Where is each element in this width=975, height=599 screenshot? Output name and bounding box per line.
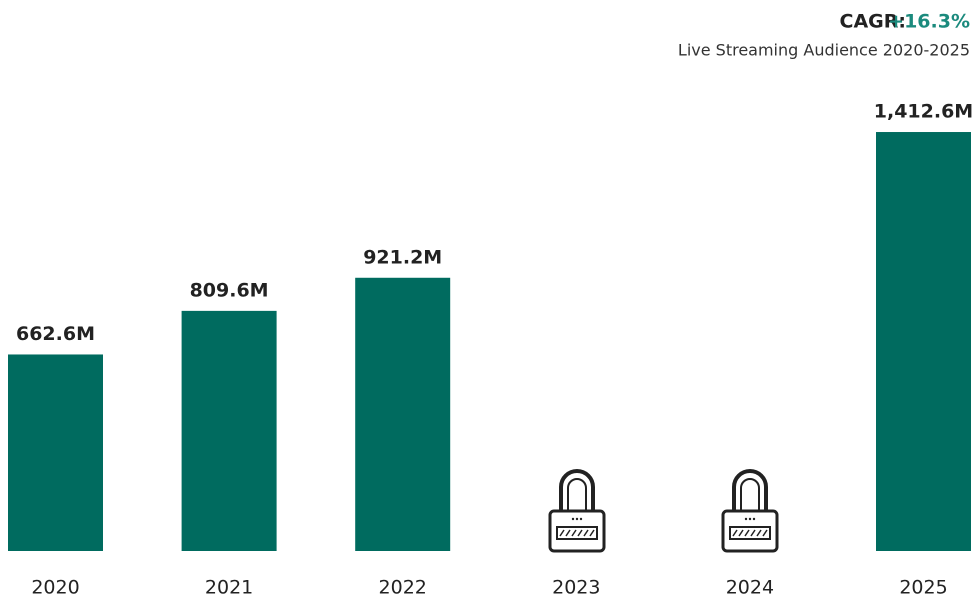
x-tick-label: 2025 <box>899 577 947 599</box>
subtitle: Live Streaming Audience 2020-2025 <box>678 41 970 60</box>
value-label: 809.6M <box>190 279 269 301</box>
x-tick-label: 2024 <box>726 577 774 599</box>
x-tick-label: 2022 <box>379 577 427 599</box>
lock-icon <box>548 469 606 553</box>
x-tick-label: 2021 <box>205 577 253 599</box>
value-label: 1,412.6M <box>874 101 973 123</box>
bar <box>355 277 451 551</box>
bar <box>8 354 103 551</box>
lock-icon <box>721 469 779 553</box>
x-tick-label: 2020 <box>31 577 79 599</box>
bar <box>876 132 971 552</box>
value-label: 921.2M <box>363 246 442 268</box>
value-label: 662.6M <box>16 323 95 345</box>
x-tick-label: 2023 <box>552 577 600 599</box>
title-value: +16.3% <box>888 11 970 33</box>
title-label: CAGR: <box>840 11 906 33</box>
bar <box>181 310 277 551</box>
